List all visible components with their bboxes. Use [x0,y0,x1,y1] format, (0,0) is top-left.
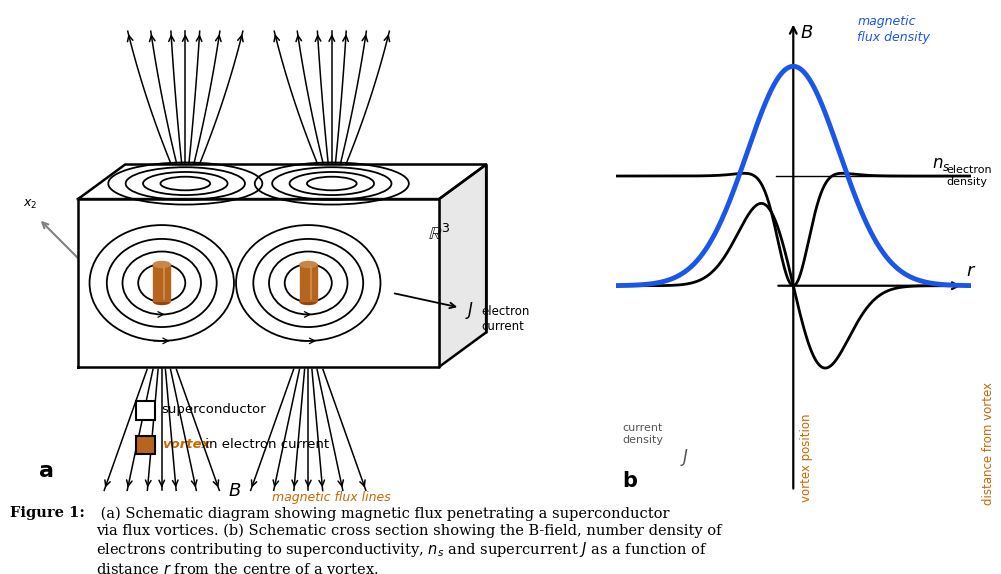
Text: a: a [39,460,54,480]
Polygon shape [78,165,486,199]
Polygon shape [78,199,439,367]
Text: Figure 1:: Figure 1: [10,506,85,521]
Text: distance from vortex: distance from vortex [982,382,995,505]
Text: $B$: $B$ [228,482,241,500]
Bar [153,265,170,301]
Text: $\mathbb{R}^3$: $\mathbb{R}^3$ [427,223,450,244]
Text: $r$: $r$ [966,262,976,280]
Text: $J$: $J$ [465,300,474,321]
Ellipse shape [300,298,316,304]
Text: electron
density: electron density [946,165,992,187]
Text: b: b [623,471,638,491]
Bar [300,265,316,301]
Text: $x_2$: $x_2$ [23,197,37,211]
Text: $n_s$: $n_s$ [932,154,950,173]
Ellipse shape [153,298,170,304]
Text: magnetic
flux density: magnetic flux density [857,15,930,44]
Ellipse shape [153,262,170,267]
Bar [135,401,155,420]
Text: in electron current: in electron current [201,438,329,451]
Text: $B$: $B$ [800,24,813,42]
Text: electron
current: electron current [480,305,530,332]
Text: vortex: vortex [162,438,210,451]
Bar [135,436,155,454]
Text: magnetic flux lines: magnetic flux lines [271,491,390,504]
Text: vortex position: vortex position [801,413,814,502]
Text: $J$: $J$ [680,447,689,468]
Ellipse shape [300,262,316,267]
Text: current
density: current density [623,423,664,445]
Polygon shape [439,165,486,367]
Text: superconductor: superconductor [162,404,266,416]
Text: $x_1$: $x_1$ [107,269,121,282]
Text: (a) Schematic diagram showing magnetic flux penetrating a superconductor
via flu: (a) Schematic diagram showing magnetic f… [96,506,722,574]
